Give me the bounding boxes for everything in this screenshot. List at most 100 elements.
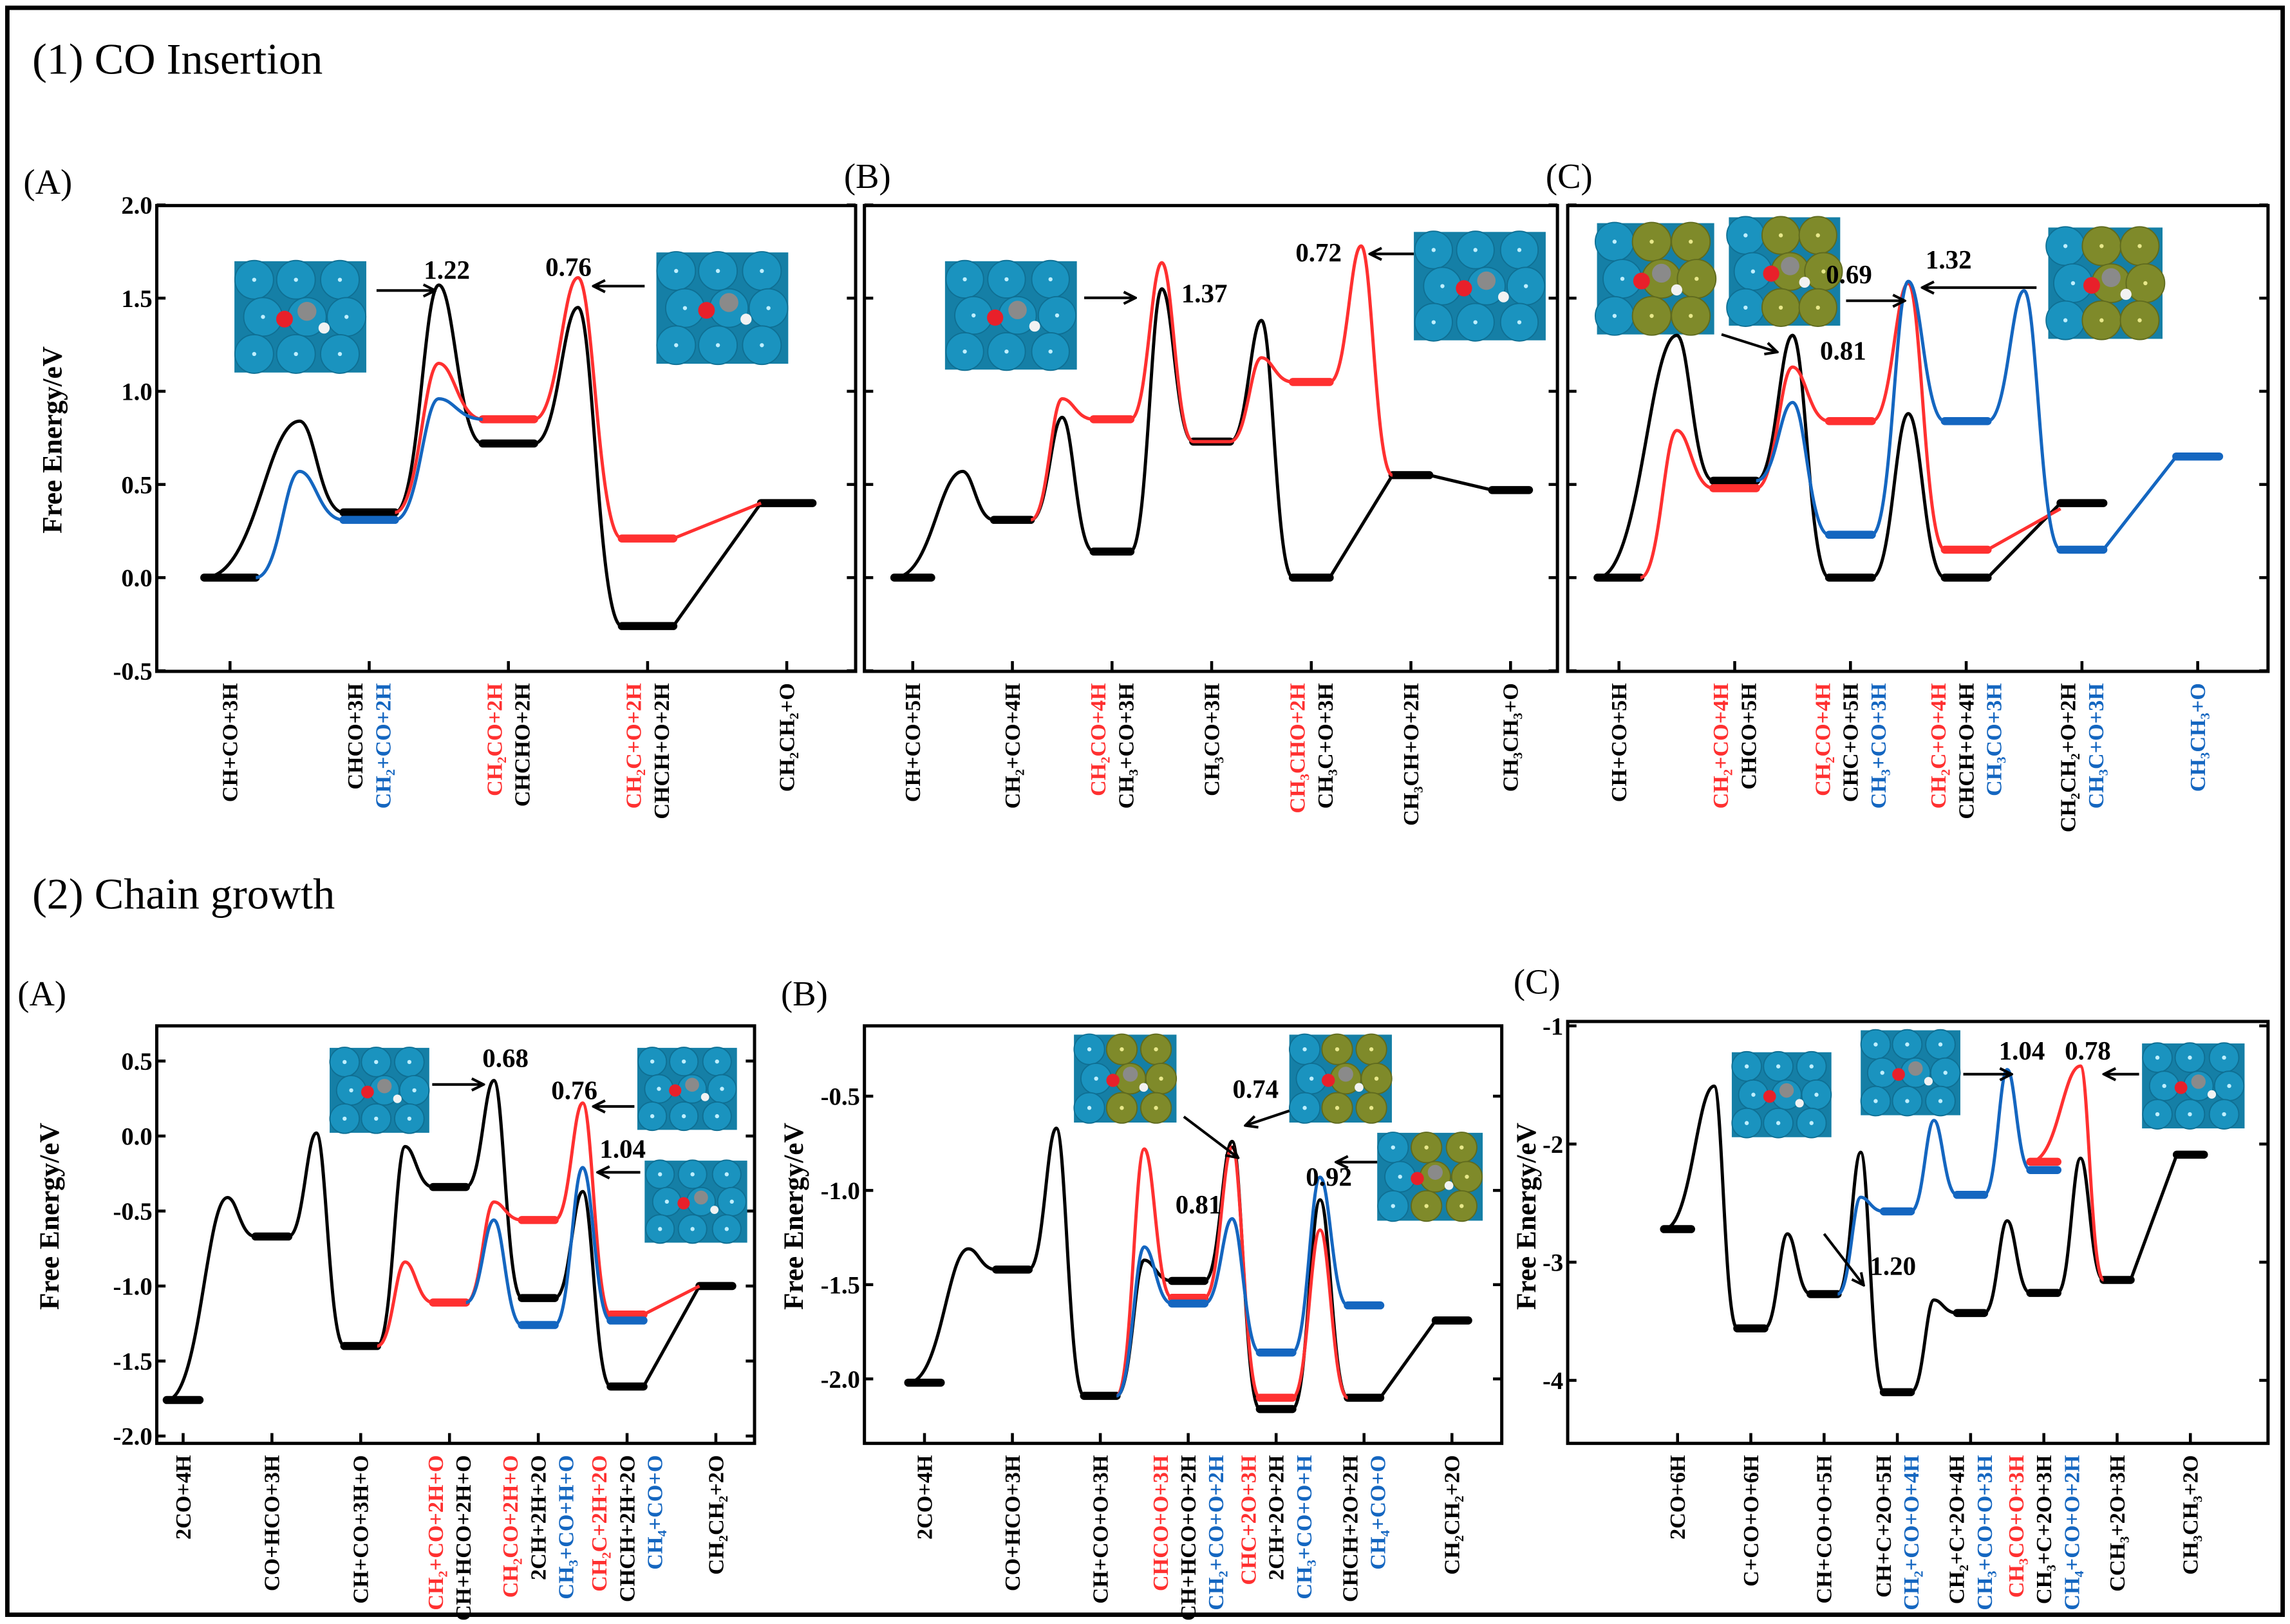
atom-highlight [1694,276,1699,281]
x-tick-label: CH₃CH₃+2O [2179,1455,2203,1575]
oxygen-atom [698,302,715,319]
atom-highlight [2099,318,2104,322]
atom-highlight [1335,1106,1340,1110]
oxygen-atom [1411,1171,1424,1186]
y-tick-label: -2.0 [821,1367,860,1394]
atom-highlight [766,306,771,310]
barrier-label: 1.22 [424,255,470,285]
carbon-atom [1338,1067,1353,1082]
atom-highlight [343,1059,347,1065]
plot-frame [1566,1020,2270,1445]
barrier-label: 1.20 [1870,1251,1916,1281]
atom-highlight [1369,1106,1374,1110]
oxygen-atom [2083,277,2100,294]
atom-highlight [294,351,298,357]
y-axis-title: Free Energy/eV [34,1123,65,1310]
x-tick-label: CH₂CH₂+2O [1441,1455,1465,1575]
atom-highlight [1814,1092,1819,1097]
atom-highlight [337,351,343,357]
arrow-icon [1823,1233,1863,1285]
atom-highlight [1943,1070,1947,1075]
series-red-path [1640,281,2061,579]
atom-highlight [2188,1112,2192,1117]
atom-highlight [1087,1106,1092,1110]
atom-highlight [650,1114,655,1119]
adsorbate-structure-image [1860,1029,1961,1117]
y-tick-label: -2 [1543,1132,1563,1159]
x-tick-label: CH+CO+3H+O [350,1455,373,1604]
hydrogen-atom [1671,284,1683,296]
hydrogen-atom [1139,1083,1149,1092]
series-red-path [2030,1064,2105,1282]
panel-label: (A) [17,974,66,1013]
x-tick-label: CH₂C+O+4H [1927,683,1951,808]
barrier-label: 1.04 [1999,1036,2045,1065]
atom-highlight [1159,1076,1163,1081]
x-tick-label: 2CO+4H [172,1455,196,1540]
x-tick-label: CH₂+CO+2H+O [424,1455,448,1610]
atom-highlight [760,343,764,348]
series-blue-path [1116,1175,1380,1398]
atom-highlight [1938,1099,1943,1103]
atom-highlight [1778,233,1783,238]
atom-highlight [1459,1145,1464,1150]
series-black-path [1664,1084,2204,1394]
atom-highlight [1809,1121,1814,1125]
atom-highlight [2227,1083,2231,1088]
x-tick-label: CH₂CO+2H+O [499,1455,523,1598]
atom-highlight [1087,1047,1092,1052]
atom-highlight [1816,233,1820,238]
series-blue [1116,1175,1385,1398]
barrier-label: 0.78 [2065,1036,2111,1065]
x-tick-label: CH₃+CO+O+3H [1973,1455,1997,1610]
series-red [394,275,762,543]
y-axis-title: Free Energy/eV [1511,1123,1542,1310]
oxygen-atom [361,1085,374,1099]
x-tick-label: CH₃+CO+3H [1867,683,1891,808]
arrow-icon [1183,1115,1238,1158]
y-tick-label: -3 [1543,1250,1563,1277]
atom-highlight [1649,239,1654,244]
arrow-icon [1245,1109,1290,1126]
atom-highlight [1431,320,1436,324]
atom-highlight [1424,1145,1429,1150]
atom-highlight [2137,244,2142,248]
barrier-label: 0.68 [482,1043,529,1072]
hydrogen-atom [2207,1090,2217,1099]
hydrogen-atom [1355,1083,1364,1092]
x-tick-label: CH₃CH+O+2H [1400,683,1423,826]
atom-highlight [1431,248,1436,252]
x-tick-label: CH₂+C+2O+4H [1946,1455,1969,1605]
series-blue [465,1166,648,1329]
x-tick-label: CHC+O+5H [1839,683,1863,802]
series-red-path [394,275,762,541]
plot-frame [1566,203,2270,673]
carbon-atom [1477,271,1496,290]
atom-highlight [1649,313,1654,318]
x-tick-label: CH₃+CO+O+H [1293,1455,1317,1600]
series-red [376,1101,700,1348]
y-tick-label: -0.5 [113,658,152,686]
chart-2c: (C) Free Energy/eV -1 -2 -3 -4 2CO+6H C+CO+O+6H… [1511,962,2270,1610]
x-tick-label: CH+HCO+2H+O [452,1455,476,1621]
atom-highlight [1750,269,1756,274]
atom-highlight [760,268,764,274]
oxygen-atom [1763,1090,1776,1103]
barrier-label: 0.72 [1295,238,1342,267]
adsorbate-structure-image [1377,1132,1483,1222]
atom-highlight [2188,1055,2192,1060]
x-tick-label: CH₂C+O+2H [623,683,646,808]
oxygen-atom [677,1197,690,1209]
atom-highlight [1048,277,1053,282]
x-tick-label: CH₂CO+2H [483,683,507,796]
x-tick-label: CH₃CH₃+O [1499,683,1523,792]
oxygen-atom [2174,1081,2188,1094]
atom-highlight [1821,269,1826,274]
y-tick-label: -1.0 [821,1178,860,1205]
x-tick-label: CHCH+2H+2O [615,1455,639,1602]
x-tick-label: CH₂+CO+O+4H [1900,1455,1924,1610]
x-tick-label: CHCHO+2H [511,683,535,807]
atom-highlight [971,313,976,318]
atom-highlight [1778,305,1783,310]
atom-highlight [1302,1047,1307,1052]
